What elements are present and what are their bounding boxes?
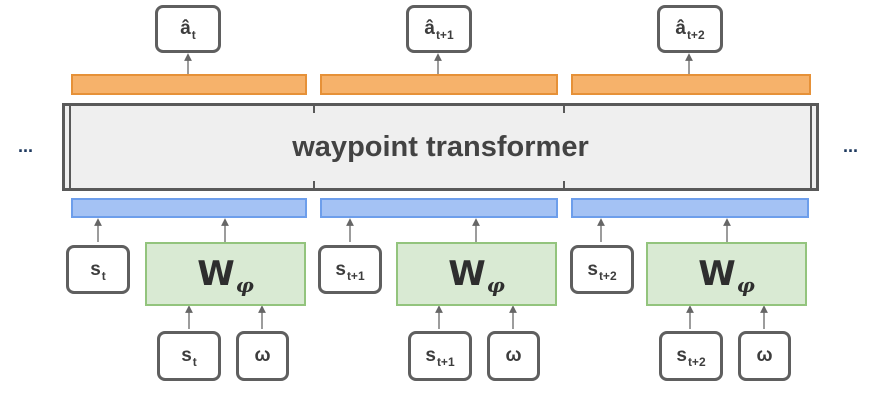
output-embedding-bar-3 (571, 74, 811, 95)
state-2-base: s (335, 258, 346, 280)
goal-state-3-base: s (676, 345, 687, 366)
goal-state-box-3: s t+2 (659, 331, 723, 381)
state-3-sub: t+2 (598, 268, 617, 283)
input-embedding-bar-2 (320, 198, 558, 218)
goal-state-1-base: s (181, 345, 192, 366)
state-box-3: s t+2 (570, 245, 634, 294)
state-1-sub: t (101, 268, 106, 283)
w-label-2: W (448, 254, 486, 294)
state-box-2: s t+1 (318, 245, 382, 294)
output-3-base: â (675, 18, 686, 39)
w-label-1: W (197, 254, 235, 294)
omega-box-2: ω (487, 331, 540, 381)
omega-3: ω (756, 345, 773, 366)
output-box-3: â t+2 (657, 5, 723, 53)
output-embedding-bar-1 (71, 74, 307, 95)
omega-2: ω (505, 345, 522, 366)
ellipsis-right: ... (843, 136, 859, 156)
goal-state-2-base: s (425, 345, 436, 366)
output-embedding-bar-2 (320, 74, 558, 95)
ellipsis-left: ... (18, 136, 34, 156)
output-3-sub: t+2 (686, 28, 705, 42)
state-1-base: s (90, 258, 101, 280)
output-1-sub: t (191, 28, 196, 42)
omega-1: ω (254, 345, 271, 366)
phi-subscript-3: φ (736, 273, 755, 297)
goal-state-2-sub: t+1 (436, 355, 455, 369)
phi-subscript-2: φ (486, 273, 505, 297)
goal-state-box-2: s t+1 (408, 331, 472, 381)
input-embedding-bar-1 (71, 198, 307, 218)
output-box-2: â t+1 (406, 5, 472, 53)
phi-subscript-1: φ (235, 273, 254, 297)
output-1-base: â (180, 18, 191, 39)
input-embedding-bar-3 (571, 198, 809, 218)
output-2-sub: t+1 (435, 28, 454, 42)
goal-state-3-sub: t+2 (687, 355, 706, 369)
transformer-label: waypoint transformer (292, 130, 589, 163)
state-2-sub: t+1 (346, 268, 365, 283)
omega-box-1: ω (236, 331, 289, 381)
state-3-base: s (587, 258, 598, 280)
omega-box-3: ω (738, 331, 791, 381)
goal-state-1-sub: t (192, 355, 197, 369)
w-label-3: W (698, 254, 736, 294)
output-2-base: â (424, 18, 435, 39)
waypoint-transformer-block: waypoint transformer (62, 103, 819, 191)
